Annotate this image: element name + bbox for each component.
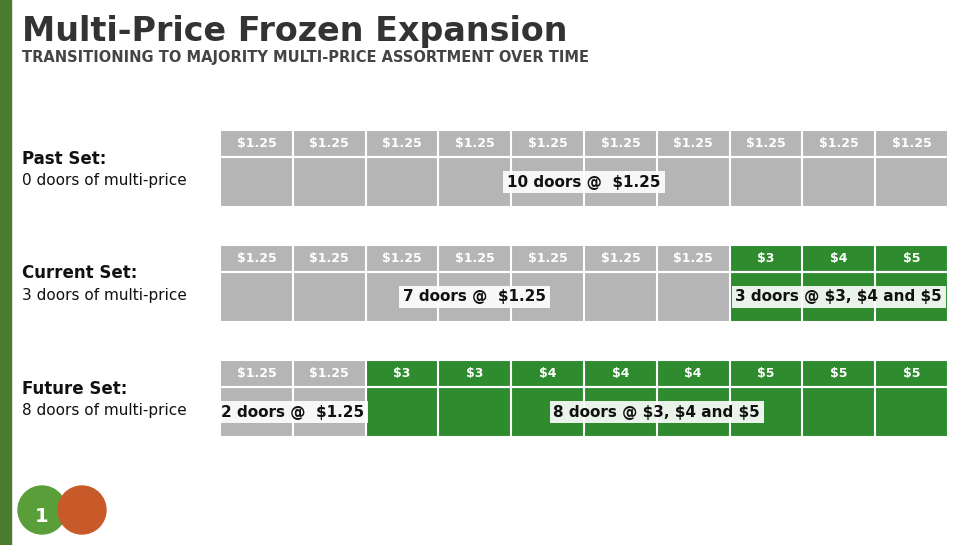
Text: $5: $5: [830, 367, 848, 380]
Text: Future Set:: Future Set:: [22, 379, 128, 397]
Bar: [585, 245, 657, 271]
Bar: [803, 245, 875, 271]
Text: $3: $3: [467, 367, 484, 380]
Text: $1.25: $1.25: [236, 252, 276, 265]
Text: $1.25: $1.25: [601, 252, 640, 265]
Text: $1.25: $1.25: [455, 252, 494, 265]
Text: $4: $4: [830, 252, 848, 265]
Circle shape: [58, 486, 106, 534]
Bar: [221, 245, 292, 271]
Text: $1.25: $1.25: [309, 367, 349, 380]
Text: $1.25: $1.25: [309, 137, 349, 150]
Bar: [658, 245, 729, 271]
Bar: [294, 360, 365, 386]
Bar: [221, 360, 292, 386]
Bar: [512, 130, 584, 156]
Bar: [366, 245, 438, 271]
Text: $1.25: $1.25: [673, 137, 713, 150]
Bar: [803, 130, 875, 156]
Bar: [731, 360, 802, 386]
Text: $5: $5: [902, 367, 921, 380]
Text: Current Set:: Current Set:: [22, 264, 137, 282]
Text: $1.25: $1.25: [382, 252, 421, 265]
Text: Past Set:: Past Set:: [22, 149, 107, 167]
Text: $5: $5: [757, 367, 775, 380]
Text: 0 doors of multi-price: 0 doors of multi-price: [22, 173, 187, 188]
Text: 7 doors @  $1.25: 7 doors @ $1.25: [403, 289, 546, 305]
Bar: [366, 130, 438, 156]
Bar: [439, 245, 511, 271]
Bar: [366, 387, 948, 437]
Text: 8 doors @ $3, $4 and $5: 8 doors @ $3, $4 and $5: [553, 404, 760, 420]
Bar: [439, 360, 511, 386]
Bar: [294, 130, 365, 156]
Bar: [731, 245, 802, 271]
Text: $1.25: $1.25: [236, 367, 276, 380]
Text: 1: 1: [36, 507, 49, 526]
Text: $1.25: $1.25: [382, 137, 421, 150]
Bar: [366, 360, 438, 386]
Bar: [512, 360, 584, 386]
Text: 3 doors of multi-price: 3 doors of multi-price: [22, 288, 187, 303]
Bar: [731, 130, 802, 156]
Bar: [876, 245, 948, 271]
Bar: [876, 360, 948, 386]
Text: $1.25: $1.25: [528, 137, 567, 150]
Text: $1.25: $1.25: [309, 252, 349, 265]
Text: $1.25: $1.25: [892, 137, 931, 150]
Bar: [512, 245, 584, 271]
Bar: [803, 360, 875, 386]
Text: 2 doors @  $1.25: 2 doors @ $1.25: [221, 404, 365, 420]
Text: $3: $3: [394, 367, 411, 380]
Text: $5: $5: [902, 252, 921, 265]
Bar: [220, 157, 948, 207]
Bar: [585, 130, 657, 156]
Bar: [730, 272, 948, 322]
Bar: [658, 360, 729, 386]
Bar: [220, 272, 730, 322]
Circle shape: [18, 486, 66, 534]
Bar: [876, 130, 948, 156]
Text: $1.25: $1.25: [236, 137, 276, 150]
Bar: [0, 0, 11, 545]
Text: 3 doors @ $3, $4 and $5: 3 doors @ $3, $4 and $5: [735, 289, 942, 305]
Text: $4: $4: [539, 367, 557, 380]
Text: $1.25: $1.25: [528, 252, 567, 265]
Bar: [221, 130, 292, 156]
Bar: [585, 360, 657, 386]
Bar: [220, 387, 366, 437]
Text: $1.25: $1.25: [601, 137, 640, 150]
Text: $1.25: $1.25: [746, 137, 786, 150]
Text: $4: $4: [612, 367, 629, 380]
Bar: [294, 245, 365, 271]
Text: $1.25: $1.25: [455, 137, 494, 150]
Text: $3: $3: [757, 252, 775, 265]
Text: 10 doors @  $1.25: 10 doors @ $1.25: [507, 174, 660, 190]
Text: Multi-Price Frozen Expansion: Multi-Price Frozen Expansion: [22, 15, 567, 48]
Text: TRANSITIONING TO MAJORITY MULTI-PRICE ASSORTMENT OVER TIME: TRANSITIONING TO MAJORITY MULTI-PRICE AS…: [22, 50, 589, 65]
Bar: [439, 130, 511, 156]
Text: $1.25: $1.25: [819, 137, 858, 150]
Text: $4: $4: [684, 367, 702, 380]
Text: 8 doors of multi-price: 8 doors of multi-price: [22, 403, 187, 418]
Bar: [658, 130, 729, 156]
Text: $1.25: $1.25: [673, 252, 713, 265]
